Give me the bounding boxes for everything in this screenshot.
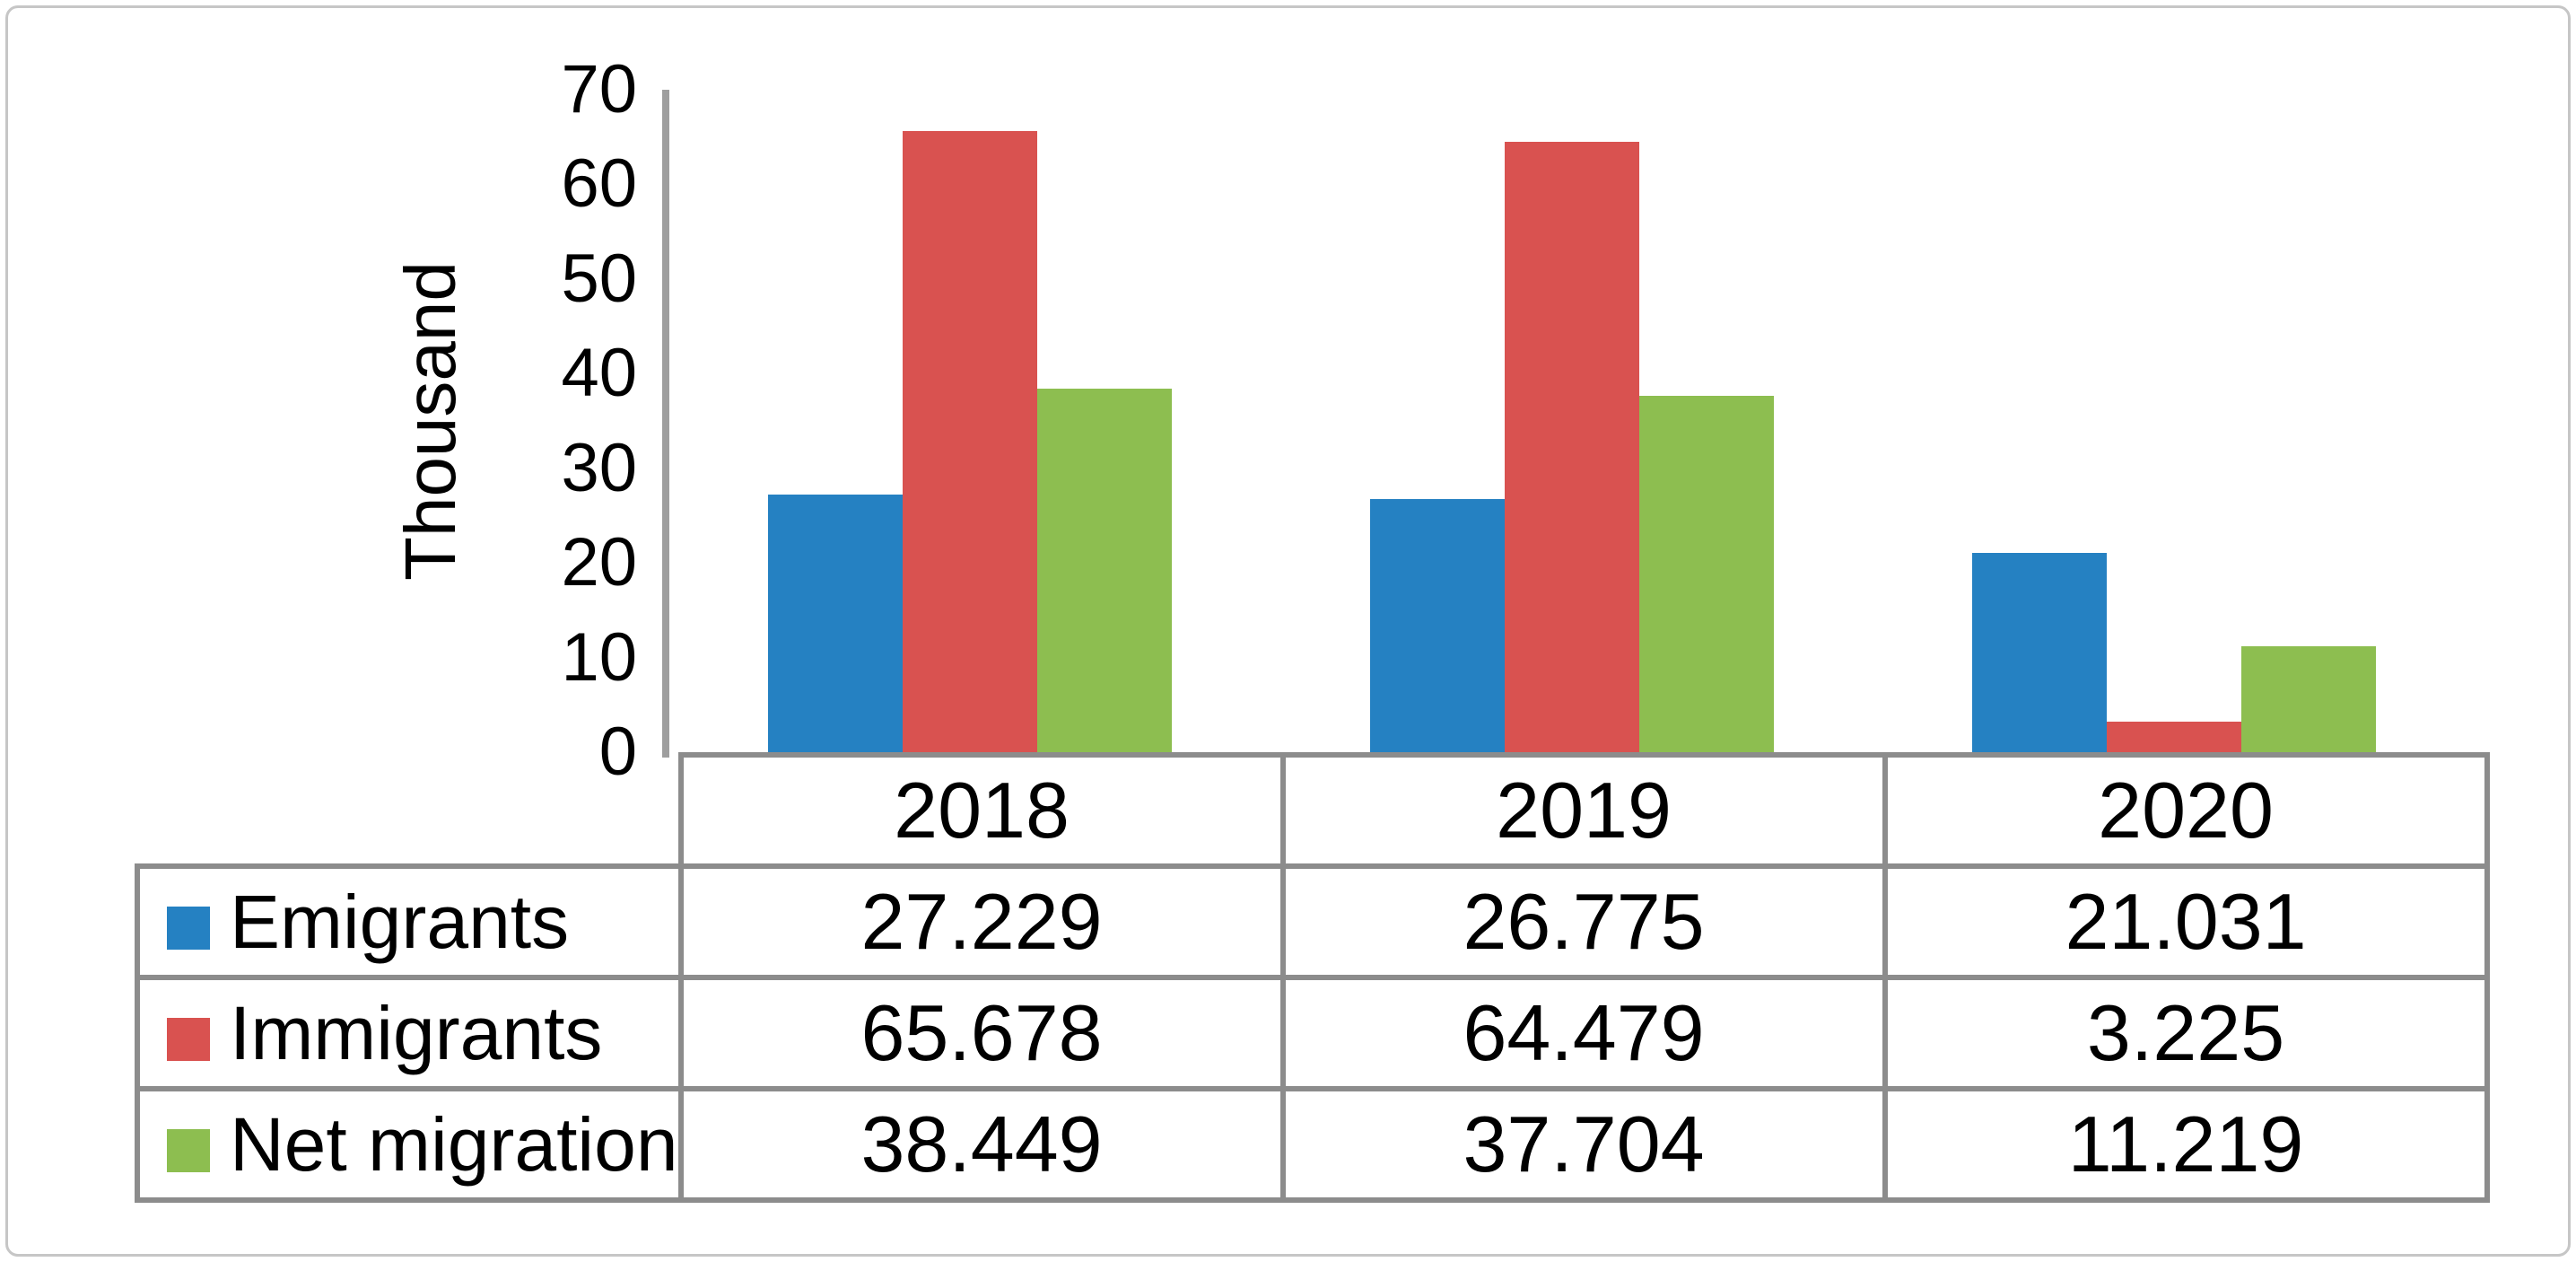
legend-label-net-migration: Net migration	[230, 1101, 678, 1187]
value-cell-emigrants-2020: 21.031	[1882, 863, 2490, 980]
value-cell-net-migration-2020: 11.219	[1882, 1086, 2490, 1203]
value-cell-net-migration-2019: 37.704	[1279, 1086, 1888, 1203]
bar-immigrants-2018	[902, 130, 1037, 752]
value-cell-immigrants-2018: 65.678	[677, 975, 1286, 1091]
value-cell-immigrants-2020: 3.225	[1882, 975, 2490, 1091]
table-row-immigrants: Immigrants 65.678 64.479 3.225	[135, 975, 2490, 1091]
bar-net-migration-2020	[2240, 645, 2376, 752]
legend-cell-immigrants: Immigrants	[135, 975, 684, 1091]
value-cell-emigrants-2019: 26.775	[1279, 863, 1888, 980]
value-cell-net-migration-2018: 38.449	[677, 1086, 1286, 1203]
bar-immigrants-2020	[2106, 722, 2241, 752]
bar-emigrants-2018	[767, 494, 903, 752]
value-cell-emigrants-2018: 27.229	[677, 863, 1286, 980]
value-cell-immigrants-2019: 64.479	[1279, 975, 1888, 1091]
legend-cell-emigrants: Emigrants	[135, 863, 684, 980]
bar-net-migration-2019	[1638, 395, 1774, 752]
table-row-net-migration: Net migration 38.449 37.704 11.219	[135, 1086, 2490, 1203]
table-header-row: 2018 2019 2020	[137, 752, 2490, 869]
legend-label-emigrants: Emigrants	[230, 879, 570, 964]
y-axis-title: Thousand	[390, 261, 470, 581]
bar-immigrants-2019	[1504, 142, 1639, 752]
bar-net-migration-2018	[1036, 388, 1172, 752]
category-header-2019: 2019	[1279, 752, 1888, 869]
category-header-2018: 2018	[677, 752, 1286, 869]
bar-emigrants-2019	[1369, 498, 1505, 752]
legend-swatch-immigrants-icon	[167, 1017, 210, 1061]
bar-emigrants-2020	[1971, 553, 2107, 752]
legend-cell-net-migration: Net migration	[135, 1086, 684, 1203]
legend-label-immigrants: Immigrants	[230, 990, 603, 1075]
legend-swatch-net-migration-icon	[167, 1128, 210, 1172]
category-header-2020: 2020	[1882, 752, 2490, 869]
table-corner-cell	[137, 755, 681, 866]
plot-area	[668, 90, 2475, 752]
y-axis-line	[662, 90, 669, 758]
legend-swatch-emigrants-icon	[167, 906, 210, 950]
data-table: 2018 2019 2020 Emigrants 27.229 26.775 21.031 I…	[135, 752, 2490, 1203]
table-row-emigrants: Emigrants 27.229 26.775 21.031	[135, 863, 2490, 980]
